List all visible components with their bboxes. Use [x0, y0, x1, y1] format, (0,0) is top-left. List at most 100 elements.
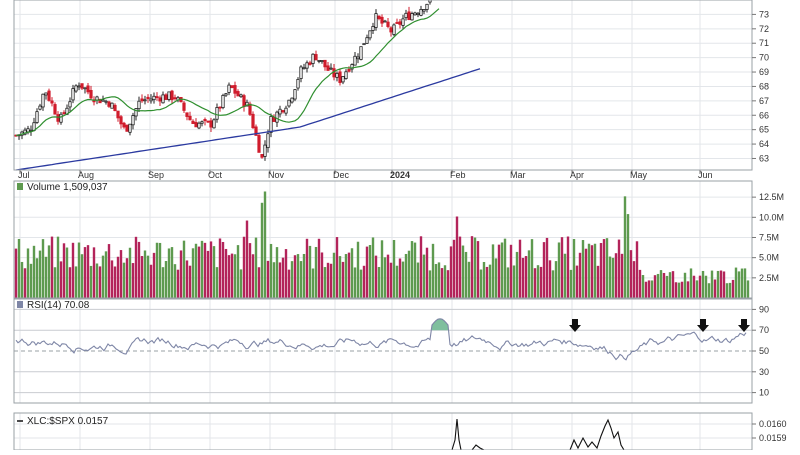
month-label-jul: Jul [18, 170, 30, 180]
candle-body [260, 154, 264, 158]
volume-bar [293, 255, 297, 298]
volume-bar [32, 245, 36, 298]
candle-body [365, 37, 369, 44]
volume-bar [422, 254, 426, 298]
volume-bar [152, 252, 156, 298]
volume-bar [680, 281, 684, 298]
candle-body [26, 128, 30, 133]
candle-body [359, 46, 363, 60]
candle-body [122, 122, 126, 128]
candle-body [290, 97, 294, 103]
candle-body [329, 67, 333, 70]
volume-bar [17, 238, 21, 298]
volume-bar [488, 264, 492, 298]
volume-bar [290, 261, 294, 298]
volume-bar [428, 270, 432, 298]
volume-bar [137, 241, 141, 298]
rsi-ytick-label: 70 [759, 325, 769, 335]
candle-body [305, 62, 309, 69]
volume-bar [119, 250, 123, 298]
candle-body [245, 101, 249, 107]
volume-bar [533, 268, 537, 298]
candle-body [197, 122, 201, 129]
candle-body [170, 90, 174, 101]
candle-body [98, 98, 102, 104]
candle-body [74, 85, 78, 92]
volume-bar [746, 280, 750, 298]
volume-bar [377, 267, 381, 298]
volume-bar [497, 244, 501, 298]
candle-body [239, 94, 243, 98]
candle-body [161, 94, 165, 104]
price-ytick-label: 69 [759, 67, 769, 77]
volume-bar [332, 252, 336, 298]
volume-bar [212, 246, 216, 298]
volume-bar [491, 244, 495, 298]
candle-body [44, 92, 48, 96]
candle-body [59, 113, 63, 123]
rsi-arrow-marker-1 [569, 319, 581, 332]
volume-bar [593, 243, 597, 298]
volume-bar [530, 239, 534, 298]
volume-bar [344, 254, 348, 298]
volume-bar [239, 269, 243, 298]
volume-bar [740, 268, 744, 298]
candle-body [242, 95, 246, 108]
volume-bar [104, 251, 108, 298]
volume-bar [86, 245, 90, 298]
candle-body [413, 12, 417, 16]
volume-bar [416, 262, 420, 298]
volume-bar [638, 269, 642, 298]
volume-bar [599, 243, 603, 298]
volume-bar [56, 236, 60, 298]
month-label-2024: 2024 [390, 170, 410, 180]
volume-bar [149, 264, 153, 298]
volume-bar [353, 267, 357, 298]
candle-body [389, 27, 393, 33]
volume-bar [146, 255, 150, 298]
candle-body [83, 87, 87, 90]
volume-bar [701, 270, 705, 298]
volume-bar [275, 247, 279, 298]
candle-body [266, 133, 270, 149]
volume-bar [236, 245, 240, 298]
volume-bar [479, 269, 483, 298]
price-panel-frame [13, 0, 753, 171]
volume-bar [527, 250, 531, 298]
volume-bar [68, 267, 72, 298]
volume-bar [314, 246, 318, 298]
volume-bar [557, 242, 561, 298]
month-label-dec: Dec [333, 170, 350, 180]
volume-bar [296, 254, 300, 298]
volume-bar [98, 266, 102, 298]
candle-body [41, 93, 45, 108]
volume-bar [743, 268, 747, 298]
price-ytick-label: 67 [759, 96, 769, 106]
volume-bar [566, 236, 570, 298]
volume-bar [683, 272, 687, 298]
candle-body [107, 101, 111, 107]
volume-bar [413, 242, 417, 298]
ratio-ytick-label: 0.0160 [759, 419, 787, 429]
candle-body [416, 12, 420, 16]
volume-bar [341, 261, 345, 298]
volume-bar [590, 245, 594, 298]
volume-bar [389, 262, 393, 298]
candle-body [323, 59, 327, 68]
candle-body [185, 112, 189, 117]
volume-bar [308, 245, 312, 298]
candle-body [116, 110, 120, 119]
candle-body [218, 106, 222, 109]
price-ytick-label: 70 [759, 53, 769, 63]
candle-body [158, 97, 162, 102]
candle-body [128, 123, 132, 133]
volume-bar [512, 265, 516, 298]
volume-bar [506, 267, 510, 298]
rsi-panel-label: RSI(14) 70.08 [27, 300, 90, 311]
volume-bar [233, 254, 237, 298]
candle-body [86, 85, 90, 93]
volume-bar [542, 242, 546, 298]
candle-body [227, 84, 231, 93]
price-ytick-label: 64 [759, 139, 769, 149]
volume-bar [737, 271, 741, 298]
